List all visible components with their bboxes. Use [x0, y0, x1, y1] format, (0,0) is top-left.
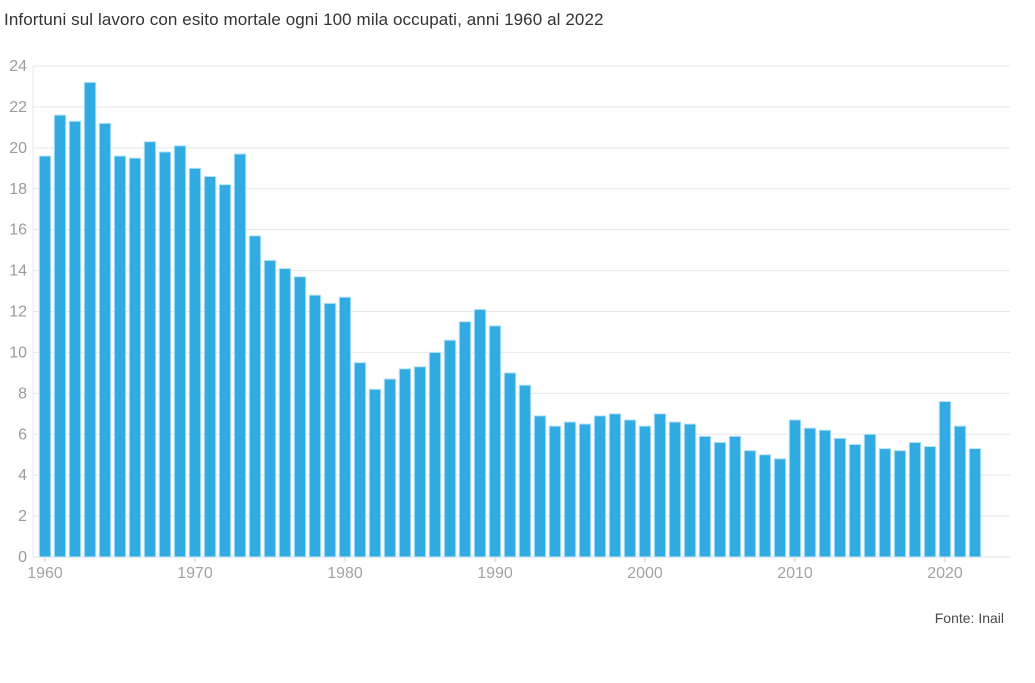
x-tick-label: 2020	[927, 565, 963, 582]
bar-1966	[128, 157, 142, 558]
bar-1973	[233, 153, 247, 558]
bar-1983	[383, 378, 397, 558]
bar-1990	[488, 325, 502, 558]
x-tick-label: 2010	[777, 565, 813, 582]
x-tick-label: 1960	[27, 565, 63, 582]
bar-1962	[68, 120, 82, 558]
bar-1992	[518, 384, 532, 558]
bar-1982	[368, 388, 382, 558]
bar-2013	[833, 437, 847, 558]
bar-2018	[908, 441, 922, 558]
x-tick-label: 1990	[477, 565, 513, 582]
bar-1967	[143, 141, 157, 558]
bar-1988	[458, 321, 472, 558]
bar-1987	[443, 339, 457, 558]
bar-1964	[98, 122, 112, 558]
bar-2020	[938, 401, 952, 558]
bar-2022	[968, 448, 982, 558]
bar-2016	[878, 448, 892, 558]
bar-2011	[803, 427, 817, 558]
bar-1996	[578, 423, 592, 558]
bar-1965	[113, 155, 127, 558]
bar-1970	[188, 167, 202, 558]
y-tick-label: 12	[9, 304, 27, 321]
bar-1981	[353, 362, 367, 558]
bar-1994	[548, 425, 562, 558]
bar-2000	[638, 425, 652, 558]
bar-2005	[713, 441, 727, 558]
bar-1960	[38, 155, 52, 558]
y-tick-label: 16	[9, 222, 27, 239]
y-tick-label: 20	[9, 140, 27, 157]
bar-1976	[278, 268, 292, 558]
bar-1977	[293, 276, 307, 558]
bar-1986	[428, 351, 442, 558]
y-tick-label: 6	[18, 426, 27, 443]
bar-1968	[158, 151, 172, 558]
bar-1993	[533, 415, 547, 558]
bar-2004	[698, 435, 712, 558]
bar-1997	[593, 415, 607, 558]
chart-title: Infortuni sul lavoro con esito mortale o…	[4, 10, 604, 29]
y-tick-label: 14	[9, 263, 27, 280]
bar-1961	[53, 114, 67, 558]
bar-2007	[743, 450, 757, 558]
bar-1998	[608, 413, 622, 558]
y-tick-label: 24	[9, 58, 27, 75]
bar-2017	[893, 450, 907, 558]
bar-1995	[563, 421, 577, 558]
bar-1989	[473, 308, 487, 558]
bar-1971	[203, 175, 217, 558]
bar-2021	[953, 425, 967, 558]
bar-2015	[863, 433, 877, 558]
bar-1978	[308, 294, 322, 558]
x-tick-label: 2000	[627, 565, 663, 582]
bar-chart: 0 2 4 6 8 10 12 14 16 18 20 22 24 1960 1970 1980 1990 200…	[9, 58, 1010, 582]
y-tick-label: 4	[18, 467, 27, 484]
bar-1984	[398, 368, 412, 558]
bar-2001	[653, 413, 667, 558]
bar-1969	[173, 145, 187, 558]
bar-1974	[248, 235, 262, 558]
bar-2009	[773, 458, 787, 558]
y-tick-label: 2	[18, 508, 27, 525]
bar-2006	[728, 435, 742, 558]
bar-2010	[788, 419, 802, 558]
y-tick-label: 18	[9, 181, 27, 198]
bar-1975	[263, 259, 277, 558]
bar-1972	[218, 184, 232, 558]
x-tick-label: 1970	[177, 565, 213, 582]
bar-2008	[758, 454, 772, 558]
y-tick-label: 0	[18, 549, 27, 566]
bar-2014	[848, 443, 862, 558]
bar-1980	[338, 296, 352, 558]
x-tick-label: 1980	[327, 565, 363, 582]
bar-2003	[683, 423, 697, 558]
bar-1991	[503, 372, 517, 558]
bar-2002	[668, 421, 682, 558]
y-tick-label: 8	[18, 385, 27, 402]
bar-2019	[923, 446, 937, 558]
y-tick-label: 10	[9, 344, 27, 361]
bar-1999	[623, 419, 637, 558]
bar-1985	[413, 366, 427, 558]
bar-1979	[323, 302, 337, 558]
source-credit: Fonte: Inail	[934, 610, 1004, 626]
y-tick-label: 22	[9, 99, 27, 116]
bar-1963	[83, 81, 97, 558]
bar-2012	[818, 429, 832, 558]
